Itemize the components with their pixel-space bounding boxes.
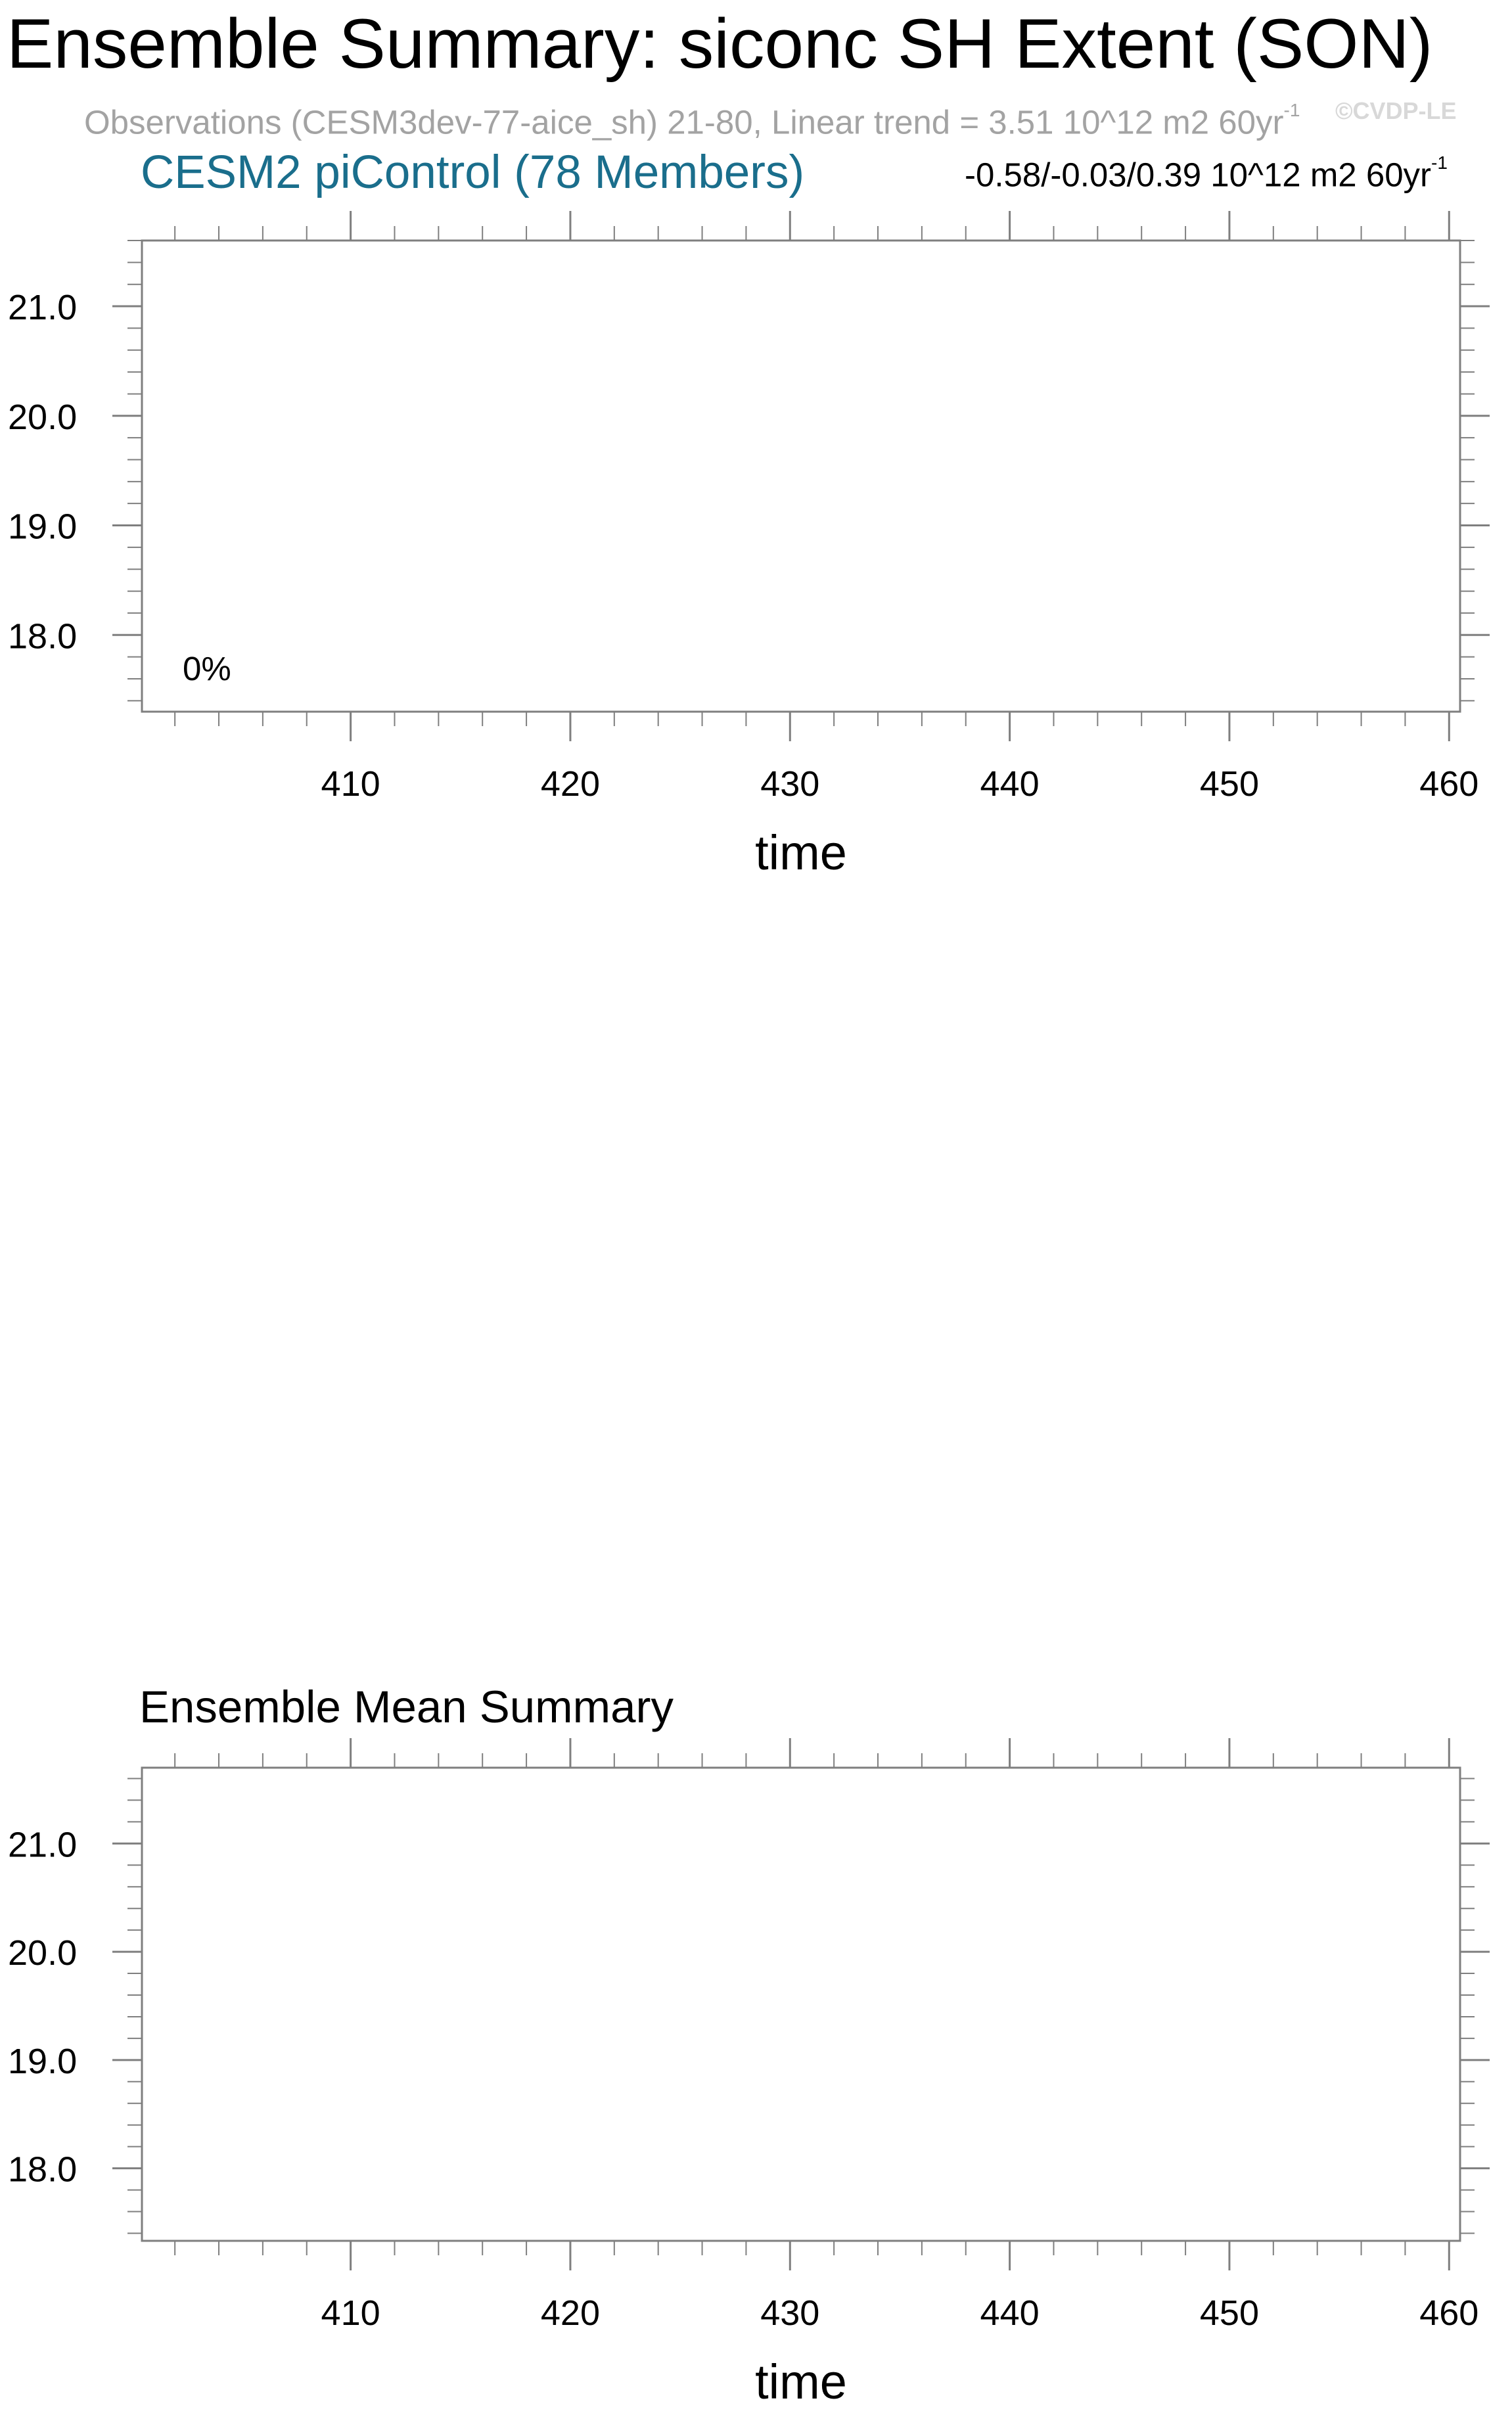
panel1-x-tick-label: 420 [541, 764, 600, 804]
panel2-y-tick-label: 21.0 [8, 1825, 77, 1864]
panel2-x-tick-label: 410 [321, 2293, 380, 2333]
panel2-plot-frame [141, 1766, 1461, 2242]
panel2-x-tick-label: 450 [1200, 2293, 1259, 2333]
panel2-title: Ensemble Mean Summary [139, 1682, 674, 1732]
panel1-x-tick-label: 460 [1419, 764, 1478, 804]
panel1-subtitle: CESM2 piControl (78 Members) [141, 147, 805, 198]
observations-trend-exponent: -1 [1283, 100, 1300, 120]
main-title: Ensemble Summary: siconc SH Extent (SON) [7, 4, 1433, 83]
panel1-y-tick-label: 18.0 [8, 616, 77, 656]
observations-trend-text: Observations (CESM3dev-77-aice_sh) 21-80… [84, 103, 1284, 141]
cvdp-watermark: ©CVDP-LE [1335, 97, 1457, 124]
panel2-x-tick-label: 420 [541, 2293, 600, 2333]
panel2-y-tick-label: 19.0 [8, 2042, 77, 2081]
panel2-x-tick-label: 430 [760, 2293, 819, 2333]
ensemble-trend-range-text: -0.58/-0.03/0.39 10^12 m2 60yr [965, 156, 1432, 194]
panel1-x-tick-label: 430 [760, 764, 819, 804]
panel1-x-tick-label: 450 [1200, 764, 1259, 804]
panel1-x-axis-label: time [755, 825, 847, 880]
ensemble-trend-range: -0.58/-0.03/0.39 10^12 m2 60yr-1 [965, 152, 1448, 195]
panel2-y-tick-label: 20.0 [8, 1933, 77, 1973]
panel1-x-tick-label: 440 [980, 764, 1040, 804]
panel1-x-tick-label: 410 [321, 764, 380, 804]
panel2-x-axis-label: time [755, 2355, 847, 2409]
panel1-y-tick-label: 19.0 [8, 507, 77, 547]
panel1-y-tick-label: 21.0 [8, 288, 77, 327]
ensemble-summary-plot: 410 420 430 440 450 460 18.0 19.0 20.0 21.0 time 0% [8, 211, 1490, 880]
percent-label: 0% [183, 650, 231, 687]
panel2-x-tick-label: 460 [1419, 2293, 1478, 2333]
panel2-x-tick-label: 440 [980, 2293, 1040, 2333]
panel1-y-tick-label: 20.0 [8, 398, 77, 437]
ensemble-trend-range-exponent: -1 [1431, 152, 1448, 173]
panel1-plot-frame [141, 239, 1461, 713]
panel2-y-tick-label: 18.0 [8, 2150, 77, 2190]
observations-trend-line: Observations (CESM3dev-77-aice_sh) 21-80… [84, 100, 1300, 142]
